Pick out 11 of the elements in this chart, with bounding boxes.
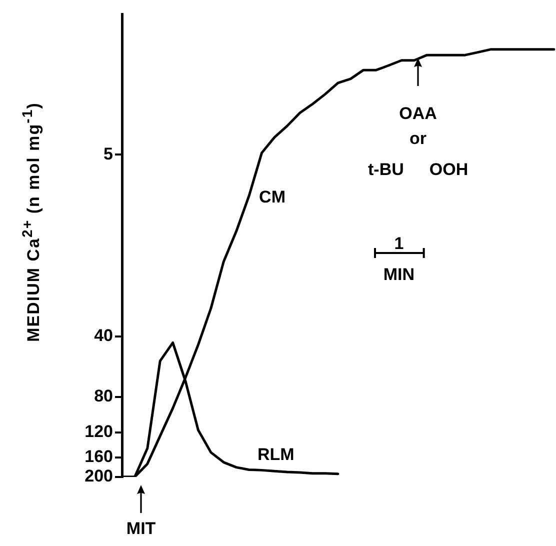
y-tick-label: 5 — [104, 144, 113, 164]
y-tick-label: 160 — [84, 447, 113, 466]
y-tick-label: 80 — [94, 386, 113, 406]
text: MIT — [126, 519, 156, 539]
annotation: OAA or t-BU OOH — [368, 104, 468, 180]
series-label: RLM — [257, 444, 294, 464]
y-tick-label: 200 — [84, 466, 113, 486]
annotation: 1 MIN — [383, 234, 415, 285]
y-tick-label: 120 — [84, 422, 113, 442]
y-tick-label: 40 — [94, 326, 113, 346]
series-label: CM — [259, 187, 286, 206]
